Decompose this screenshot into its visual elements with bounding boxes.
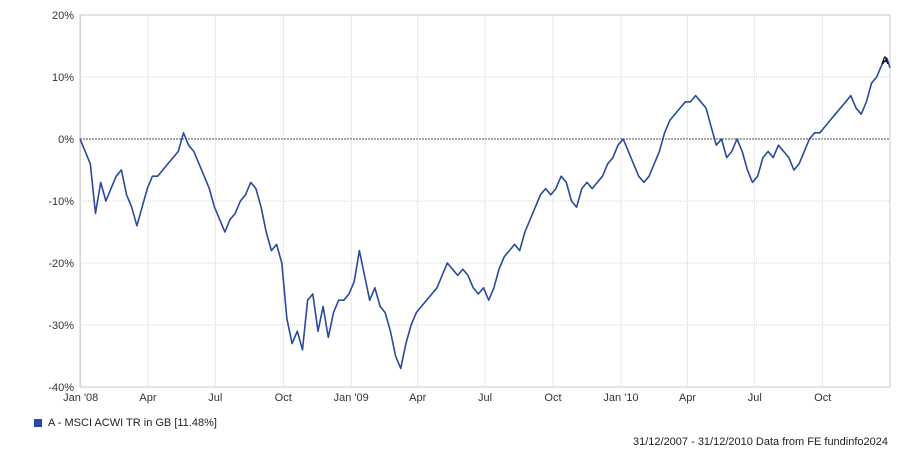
- footer-source-text: 31/12/2007 - 31/12/2010 Data from FE fun…: [632, 436, 888, 448]
- x-tick-label: Oct: [814, 392, 831, 404]
- legend: A - MSCI ACWI TR in GB [11.48%]: [34, 417, 217, 429]
- x-axis-tick-labels: Jan '08 Apr Jul Oct Jan '09 Apr Jul Oct Jan '10 A…: [63, 392, 831, 404]
- y-tick-label: 20%: [52, 10, 74, 22]
- x-tick-label: Jul: [478, 392, 492, 404]
- series-group: A: [79, 55, 891, 370]
- y-tick-label: 0%: [58, 134, 74, 146]
- y-tick-label: -40%: [48, 382, 74, 394]
- x-tick-label: Apr: [679, 392, 696, 404]
- x-tick-label: Jan '09: [334, 392, 369, 404]
- x-tick-label: Oct: [275, 392, 292, 404]
- line-chart: 20% 10% 0% -10% -20% -30% -40% Jan '08 Apr Jul Oc…: [48, 10, 891, 404]
- legend-swatch: [34, 419, 42, 427]
- x-tick-label: Apr: [139, 392, 156, 404]
- legend-label: A - MSCI ACWI TR in GB [11.48%]: [48, 417, 217, 429]
- x-tick-label: Jan '08: [63, 392, 98, 404]
- y-axis-tick-labels: 20% 10% 0% -10% -20% -30% -40%: [48, 10, 74, 394]
- x-tick-label: Jul: [748, 392, 762, 404]
- y-tick-label: -20%: [48, 258, 74, 270]
- x-tick-label: Jan '10: [603, 392, 638, 404]
- x-tick-label: Apr: [409, 392, 426, 404]
- series-end-label: A: [881, 55, 889, 67]
- y-tick-label: -10%: [48, 196, 74, 208]
- x-tick-label: Oct: [544, 392, 561, 404]
- y-tick-label: -30%: [48, 320, 74, 332]
- y-tick-label: 10%: [52, 72, 74, 84]
- series-line: [79, 57, 891, 370]
- gridlines: [80, 15, 890, 387]
- x-tick-label: Jul: [208, 392, 222, 404]
